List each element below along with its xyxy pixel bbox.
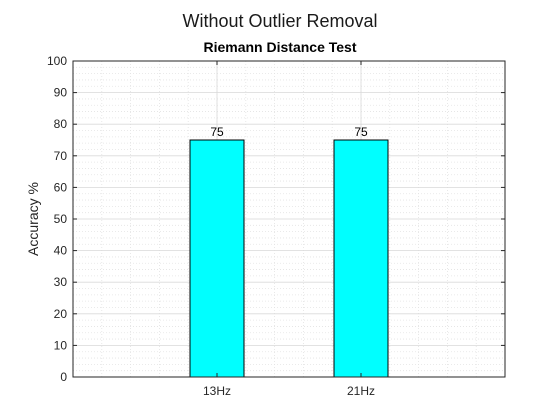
y-tick-label: 10	[54, 338, 68, 352]
y-tick-label: 40	[54, 244, 68, 258]
y-tick-label: 60	[54, 180, 68, 194]
y-axis-label: Accuracy %	[25, 182, 41, 256]
chart-title: Riemann Distance Test	[203, 39, 357, 55]
y-tick-label: 90	[54, 86, 68, 100]
y-tick-label: 0	[60, 370, 67, 384]
y-tick-label: 100	[47, 54, 67, 68]
y-tick-label: 30	[54, 275, 68, 289]
x-tick-label: 21Hz	[347, 384, 375, 398]
x-tick-label: 13Hz	[203, 384, 231, 398]
y-tick-label: 20	[54, 307, 68, 321]
bar-21Hz	[333, 139, 389, 378]
data-label: 75	[354, 125, 368, 139]
bar-13Hz	[189, 139, 245, 378]
data-label: 75	[210, 125, 224, 139]
y-tick-label: 70	[54, 149, 68, 163]
figure-title: Without Outlier Removal	[182, 11, 378, 31]
y-tick-label: 50	[54, 212, 68, 226]
y-tick-label: 80	[54, 117, 68, 131]
